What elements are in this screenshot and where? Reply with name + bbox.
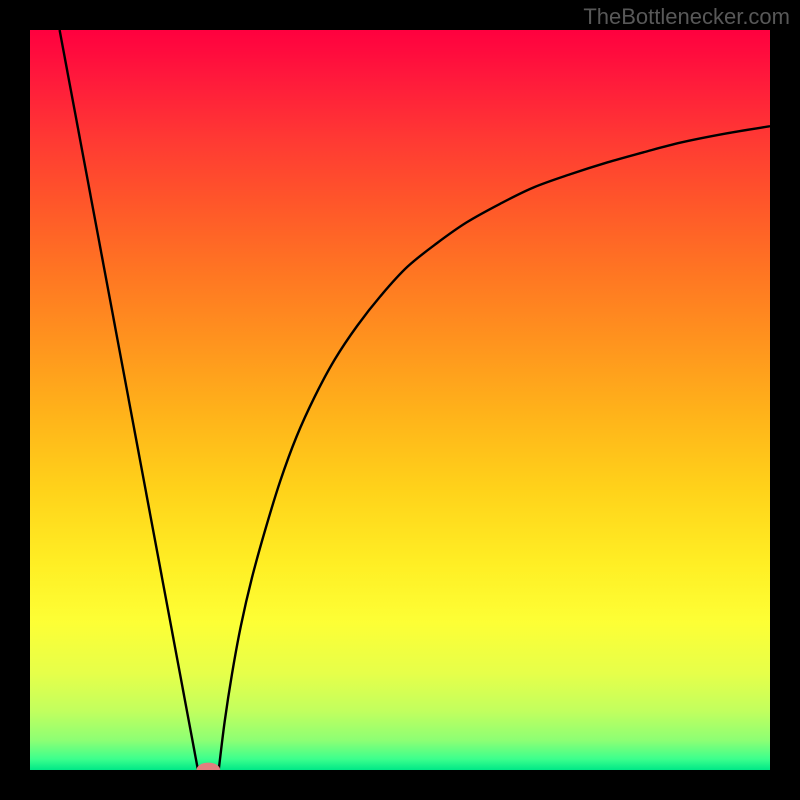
bottleneck-chart: TheBottlenecker.com: [0, 0, 800, 800]
chart-svg: [0, 0, 800, 800]
gradient-background: [30, 30, 770, 770]
watermark-text: TheBottlenecker.com: [583, 4, 790, 30]
